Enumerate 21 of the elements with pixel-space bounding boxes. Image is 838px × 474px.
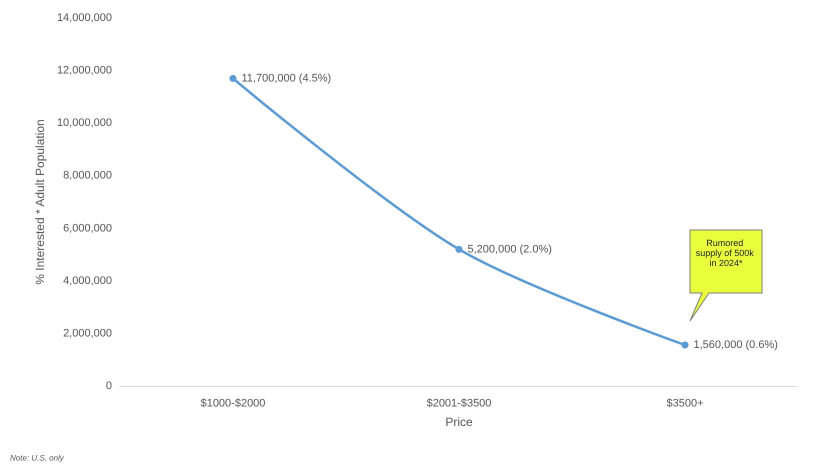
point <box>682 341 688 348</box>
y-tick-label: 6,000,000 <box>63 222 112 234</box>
point <box>456 246 462 253</box>
data-label: 11,700,000 (4.5%) <box>242 72 332 84</box>
y-tick-label: 12,000,000 <box>56 64 112 77</box>
x-axis-title: Price <box>445 415 473 429</box>
annotation: Rumored supply of 500k in 2024* <box>696 238 756 268</box>
x-tick-label: $3500+ <box>666 398 704 410</box>
y-tick-label: 4,000,000 <box>63 274 112 287</box>
point <box>230 74 236 82</box>
x-tick-label: $1000-$2000 <box>200 398 266 410</box>
y-axis-title: % Interested * Adult Population <box>33 119 48 285</box>
y-tick-label: 0 <box>106 380 112 392</box>
data-label: 1,560,000 (0.6%) <box>694 338 778 351</box>
x-tick-label: $2001-$3500 <box>426 398 492 410</box>
y-tick-label: 14,000,000 <box>56 12 112 24</box>
data-label: 5,200,000 (2.0%) <box>468 243 552 256</box>
y-tick-label: 8,000,000 <box>63 170 112 182</box>
y-tick-label: 10,000,000 <box>56 117 112 130</box>
y-tick-label: 2,000,000 <box>63 327 112 340</box>
text: Note: U.S. only <box>10 454 65 462</box>
